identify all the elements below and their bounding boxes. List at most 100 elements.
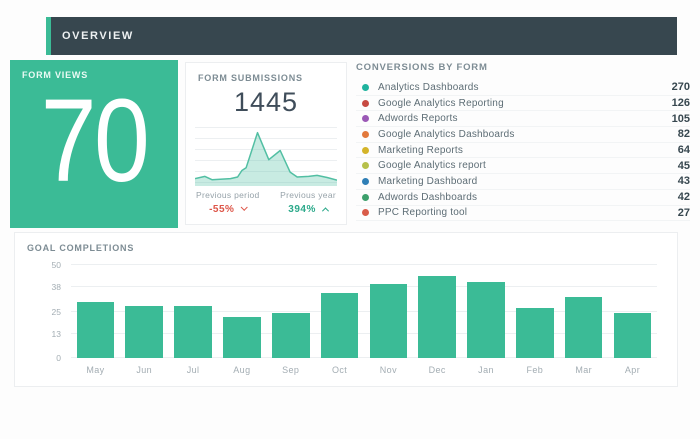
previous-year-block: Previous year 394% [280,190,336,215]
bar-series [71,265,657,358]
gridline [71,286,657,288]
x-axis-label: Dec [428,365,446,375]
x-axis-label: Mar [575,365,593,375]
series-color-dot [362,146,369,154]
series-color-dot [362,162,369,170]
bar-nov[interactable] [369,283,408,358]
x-axis-label: Jul [186,365,200,375]
conversion-value: 43 [677,175,690,188]
series-color-dot [362,99,369,107]
conversion-row[interactable]: Adwords Reports 105 [356,111,690,128]
series-color-dot [362,130,369,138]
y-axis-tick: 38 [51,282,61,293]
bar-slot [413,265,462,358]
overview-header: OVERVIEW [46,17,677,55]
bar-apr[interactable] [613,313,652,358]
y-axis-tick: 50 [51,260,61,270]
conversion-row[interactable]: Analytics Dashboards 270 [356,80,690,96]
conversion-value: 45 [677,159,690,172]
bar-jan[interactable] [467,281,505,358]
previous-year-value: 394% [280,204,336,215]
x-axis-label: Nov [379,365,397,375]
conversion-row[interactable]: Google Analytics Dashboards 82 [356,127,690,143]
conversion-row[interactable]: Adwords Dashboards 42 [356,190,690,206]
bar-slot [608,265,657,358]
bar-oct[interactable] [320,292,359,358]
bar-sep[interactable] [271,313,310,358]
chevron-down-icon [241,203,249,211]
conversion-value: 42 [677,191,690,204]
form-submissions-value: 1445 [233,87,299,117]
bar-slot [169,265,218,358]
x-axis-label: Sep [282,365,300,375]
series-color-dot [362,115,369,123]
previous-year-label: Previous year [280,190,336,200]
bar-slot [71,265,120,358]
sparkline-svg [194,131,338,186]
chevron-up-icon [321,207,329,215]
conversion-value: 27 [677,206,690,219]
x-axis-label: Apr [624,365,641,375]
series-color-dot [362,177,369,185]
previous-period-block: Previous period -55% [196,190,260,215]
form-views-title: FORM VIEWS [22,70,88,80]
bar-slot [364,265,413,358]
y-axis-tick: 0 [56,353,61,363]
header-accent-bar [46,17,51,55]
page-title: OVERVIEW [62,30,134,42]
conversion-value: 270 [671,81,690,94]
conversions-list: Analytics Dashboards 270 Google Analytics … [356,80,690,222]
goal-completions-title: GOAL COMPLETIONS [27,243,135,253]
bar-aug[interactable] [223,317,261,358]
bar-mar[interactable] [564,296,603,358]
x-axis-label: Jan [478,365,494,375]
form-views-card[interactable]: FORM VIEWS 70 [10,60,178,228]
form-submissions-sparkline [194,125,338,187]
previous-period-percent: -55% [209,204,235,215]
goal-completions-chart: 0 13 25 38 50 May Jun Jul Aug Sep Oct Nov Dec Jan Feb M… [52,260,657,375]
series-color-dot [362,209,369,217]
conversion-row[interactable]: PPC Reporting tool 27 [356,206,690,222]
form-views-value: 70 [40,75,150,207]
x-axis-label: May [86,365,105,375]
form-submissions-card[interactable]: FORM SUBMISSIONS 1445 Previous period -5… [185,62,347,225]
bar-feb[interactable] [516,307,554,358]
conversion-value: 64 [677,144,690,157]
bar-jul[interactable] [174,305,212,358]
x-axis-label: Jun [136,365,153,375]
previous-year-percent: 394% [288,204,316,215]
conversion-value: 126 [671,97,690,110]
previous-period-label: Previous period [196,190,260,200]
conversion-label: PPC Reporting tool [378,207,468,219]
bar-dec[interactable] [418,276,456,358]
series-color-dot [362,83,369,91]
conversion-row[interactable]: Google Analytics Reporting 126 [356,96,690,112]
conversions-panel: CONVERSIONS BY FORM Analytics Dashboards… [356,62,690,224]
conversion-row[interactable]: Google Analytics report 45 [356,158,690,175]
x-axis-label: Feb [526,365,544,375]
conversion-label: Google Analytics Dashboards [378,128,515,140]
y-axis-tick: 13 [51,328,61,339]
conversion-row[interactable]: Marketing Dashboard 43 [356,174,690,190]
series-color-dot [362,193,369,201]
bar-slot [266,265,315,358]
goal-completions-card[interactable]: GOAL COMPLETIONS 0 13 25 38 50 May Jun Jul Aug Se… [14,232,678,387]
gridline [71,357,657,358]
x-axis-labels: May Jun Jul Aug Sep Oct Nov Dec Jan Feb Mar Apr [71,365,657,375]
bar-jun[interactable] [125,305,164,358]
bar-may[interactable] [76,302,115,358]
x-axis-label: Oct [331,365,348,375]
bar-slot [217,265,266,358]
conversion-label: Adwords Reports [378,113,458,125]
gridline [71,264,657,265]
x-axis-label: Aug [233,365,251,375]
form-submissions-title: FORM SUBMISSIONS [198,73,303,83]
bar-slot [510,265,559,358]
conversion-label: Analytics Dashboards [378,81,479,93]
y-axis-tick: 25 [51,306,61,317]
conversion-row[interactable]: Marketing Reports 64 [356,143,690,159]
comparison-row: Previous period -55% Previous year 394% [196,190,336,215]
conversions-title: CONVERSIONS BY FORM [356,62,488,73]
conversion-value: 105 [671,112,690,125]
